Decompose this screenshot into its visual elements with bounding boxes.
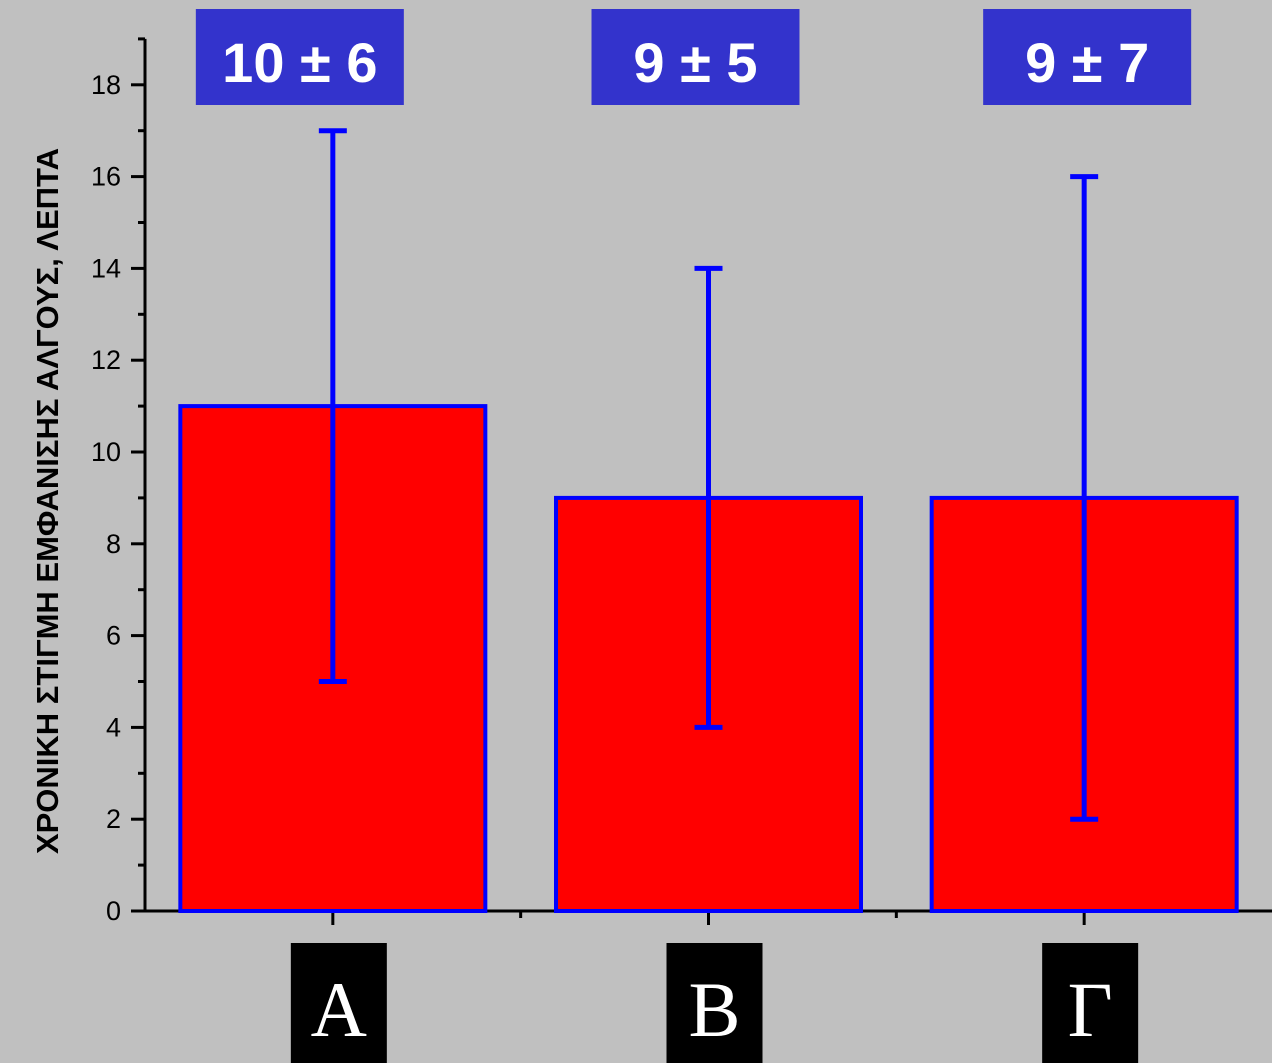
x-tick-label-2: B: [688, 966, 740, 1053]
x-tick-label-3: Γ: [1068, 966, 1113, 1053]
y-tick-label: 10: [91, 437, 121, 467]
annotation-box-2: [591, 9, 800, 105]
y-axis-label: ΧΡΟΝΙΚΗ ΣΤΙΓΜΗ ΕΜΦΑΝΙΣΗΣ ΑΛΓΟΥΣ, ΛΕΠΤΑ: [30, 148, 65, 854]
annotations: 10 ± 6 9 ± 5 9 ± 7: [195, 9, 1192, 105]
y-tick-label: 18: [91, 70, 121, 100]
category-box-2: [666, 943, 763, 1063]
annotation-label-3: 9 ± 7: [1025, 31, 1149, 94]
y-tick-label: 12: [91, 345, 121, 375]
category-box-1: [290, 943, 387, 1063]
y-tick-label: 2: [106, 804, 121, 834]
y-tick-label: 14: [91, 253, 121, 283]
y-tick-label: 6: [106, 621, 121, 651]
y-tick-label: 4: [106, 712, 121, 742]
y-tick-label: 8: [106, 529, 121, 559]
annotation-box-3: [983, 9, 1192, 105]
annotation-box-1: [195, 9, 404, 105]
x-tick-label-1: A: [311, 966, 367, 1053]
category-box-3: [1042, 943, 1139, 1063]
annotation-label-1: 10 ± 6: [222, 31, 377, 94]
y-tick-label: 16: [91, 162, 121, 192]
y-tick-label: 0: [106, 896, 121, 926]
error-bars: [318, 128, 1099, 822]
annotation-label-2: 9 ± 5: [633, 31, 757, 94]
